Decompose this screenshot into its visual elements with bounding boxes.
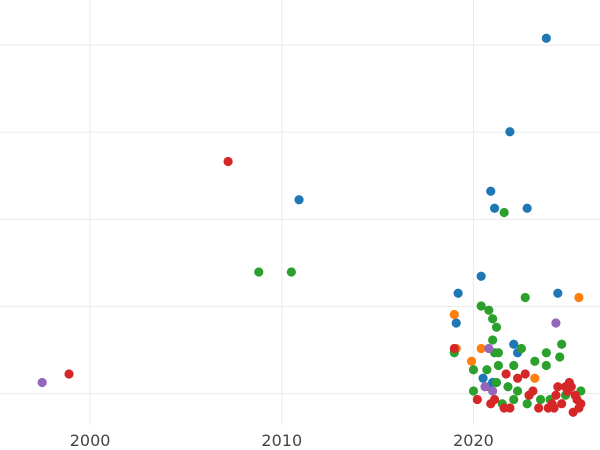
data-point	[535, 394, 546, 405]
data-point	[501, 369, 511, 379]
data-point	[505, 403, 515, 413]
data-point	[254, 267, 264, 277]
data-point	[541, 348, 551, 358]
data-point	[530, 373, 540, 383]
data-point	[468, 365, 479, 375]
data-point	[488, 386, 498, 396]
data-point	[37, 377, 47, 388]
data-point	[286, 267, 296, 277]
data-point	[64, 369, 74, 379]
data-point	[516, 343, 527, 354]
data-point	[520, 292, 530, 303]
data-point	[488, 314, 498, 324]
data-point	[449, 343, 459, 354]
data-point	[476, 343, 486, 354]
data-point	[486, 186, 496, 196]
grid	[0, 0, 600, 425]
data-point	[503, 382, 513, 392]
data-point	[505, 127, 515, 137]
data-point	[476, 271, 486, 281]
data-point	[493, 360, 504, 371]
data-point	[512, 386, 523, 396]
data-point	[551, 318, 561, 328]
data-point	[484, 343, 494, 354]
data-point	[509, 339, 519, 349]
data-point	[541, 33, 551, 43]
data-point	[509, 394, 519, 405]
data-point	[449, 309, 459, 320]
data-point	[534, 403, 544, 413]
data-point	[489, 203, 500, 213]
data-point	[484, 305, 494, 315]
data-point	[574, 292, 584, 303]
data-point	[294, 195, 304, 205]
data-point	[491, 377, 502, 388]
data-point	[451, 318, 461, 328]
data-point	[576, 399, 586, 409]
data-point	[482, 365, 492, 375]
data-point	[568, 407, 578, 417]
data-point	[512, 373, 523, 383]
data-point	[547, 399, 557, 409]
data-point	[528, 386, 538, 396]
data-point	[499, 207, 509, 218]
data-point	[564, 377, 574, 388]
data-point	[522, 399, 532, 409]
x-tick-label: 2020	[453, 431, 494, 450]
data-point	[530, 356, 540, 366]
x-tick-label: 2000	[70, 431, 111, 450]
data-point	[493, 348, 504, 358]
data-point	[541, 360, 551, 371]
data-point	[476, 301, 486, 311]
data-point	[555, 352, 565, 362]
data-point	[466, 356, 477, 366]
data-points	[37, 33, 586, 417]
data-point	[489, 394, 500, 405]
data-point	[553, 382, 563, 392]
x-axis-ticks: 2000 2010 2020	[70, 431, 494, 450]
data-point	[557, 399, 567, 409]
data-point	[468, 386, 479, 396]
data-point	[522, 203, 532, 213]
data-point	[223, 156, 233, 167]
data-point	[488, 335, 498, 345]
data-point	[520, 369, 530, 379]
data-point	[453, 288, 463, 298]
data-point	[491, 322, 502, 332]
data-point	[478, 373, 488, 383]
data-point	[553, 288, 563, 298]
x-tick-label: 2010	[261, 431, 302, 450]
data-point	[509, 360, 519, 371]
data-point	[557, 339, 567, 349]
data-point	[551, 390, 561, 400]
data-point	[480, 382, 490, 392]
data-point	[472, 394, 482, 405]
